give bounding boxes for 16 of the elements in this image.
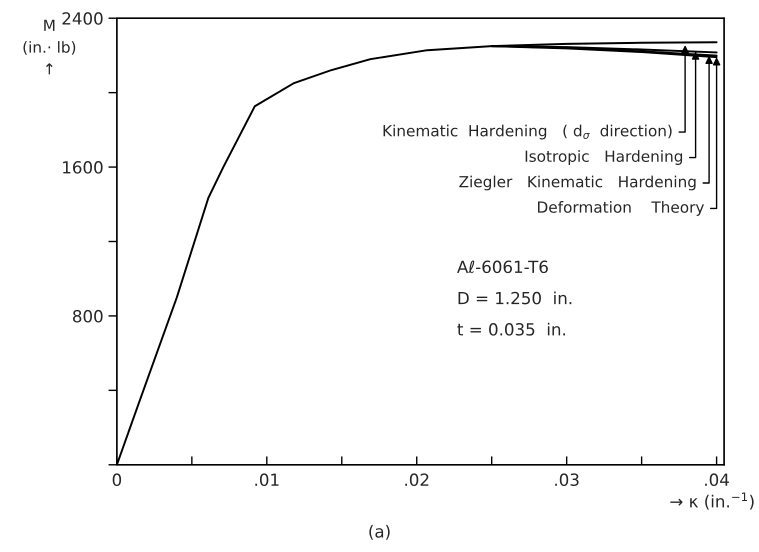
annotation: D = 1.250 in. [458,291,572,304]
annotation: Aℓ-6061-T6 [457,260,548,274]
x-axis-title: → κ (in.$^{−1}$) [670,492,754,510]
x-tick-label: 0 [112,473,122,486]
annotation: Deformation Theory [538,201,704,216]
y-tick-label: 1600 [63,161,103,174]
annotation: t = 0.035 in. [457,322,566,336]
x-tick-label: .04 [705,473,729,486]
x-tick-label: .03 [555,473,579,486]
annotation: Ziegler Kinematic Hardening [459,176,696,190]
x-tick-label: .01 [255,473,279,486]
y-tick-label: 800 [73,310,103,322]
x-tick-label: .02 [405,473,428,486]
annotation: Isotropic Hardening [526,150,682,165]
annotation: Kinematic Hardening ( d$_{σ}$ direction) [384,124,672,140]
text: (a) [369,524,390,540]
